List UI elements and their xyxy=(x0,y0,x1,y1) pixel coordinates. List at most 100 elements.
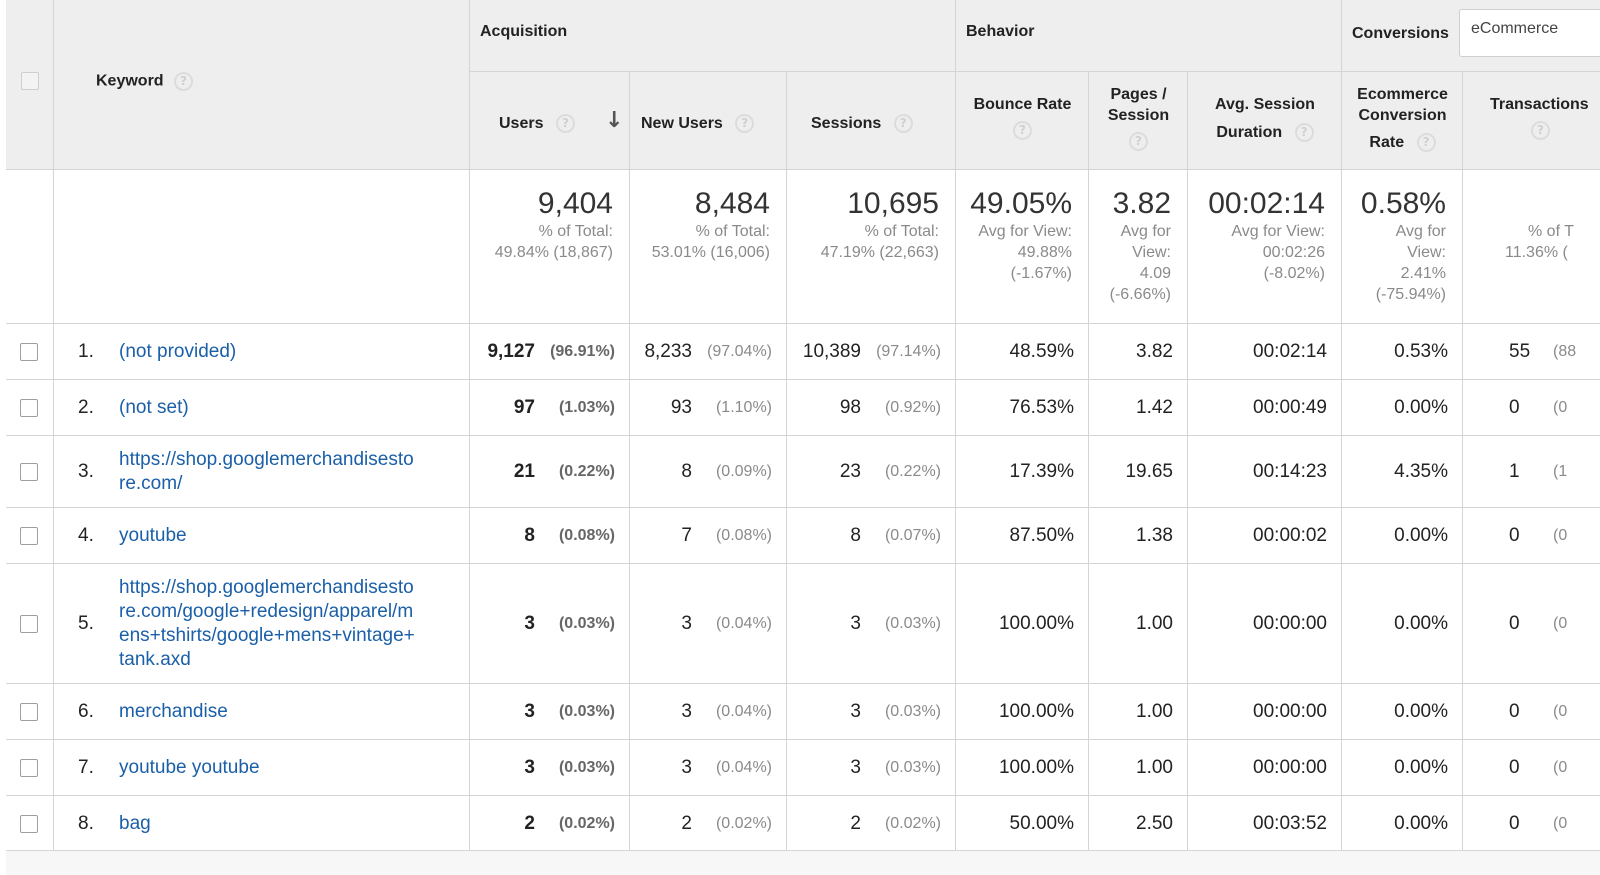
row-checkbox[interactable] xyxy=(20,615,38,633)
totals-ecr-line2: View: xyxy=(1407,244,1446,261)
new-users-help-icon[interactable]: ? xyxy=(735,114,755,134)
transactions-cell: 0 (0 xyxy=(1462,796,1600,852)
conversion-type-select[interactable]: eCommerce xyxy=(1459,9,1600,57)
totals-duration-line1: Avg for View: xyxy=(1231,223,1325,240)
avg-session-duration-cell-value: 00:14:23 xyxy=(1253,461,1327,482)
new-users-cell-value: 2 xyxy=(681,813,692,834)
avg-session-duration-column-header[interactable]: Avg. Session Duration ? xyxy=(1187,72,1341,170)
transactions-value: 55 xyxy=(1509,341,1531,362)
row-checkbox[interactable] xyxy=(20,527,38,545)
keyword-link[interactable]: bag xyxy=(119,812,151,836)
keyword-link[interactable]: (not provided) xyxy=(119,340,236,364)
new-users-header-label: New Users xyxy=(641,115,723,132)
row-checkbox[interactable] xyxy=(20,343,38,361)
sessions-help-icon[interactable]: ? xyxy=(893,114,913,134)
users-cell-value: 3 xyxy=(524,613,535,634)
totals-duration-line2: 00:02:26 xyxy=(1262,244,1325,261)
bounce-rate-column-header[interactable]: Bounce Rate ? xyxy=(955,72,1088,170)
keyword-link[interactable]: (not set) xyxy=(119,396,189,420)
behavior-group-label: Behavior xyxy=(966,23,1035,40)
avg-session-duration-cell: 00:00:02 xyxy=(1187,508,1341,564)
row-checkbox[interactable] xyxy=(20,815,38,833)
keyword-link[interactable]: merchandise xyxy=(119,700,228,724)
totals-ecr-line4: (-75.94%) xyxy=(1375,286,1446,303)
totals-new-users-value: 8,484 xyxy=(694,187,770,220)
sessions-cell-percent: (0.03%) xyxy=(884,759,941,776)
keyword-help-icon[interactable]: ? xyxy=(174,72,194,91)
bounce-rate-help-icon[interactable]: ? xyxy=(1013,121,1032,140)
sessions-cell-value: 3 xyxy=(850,701,861,722)
bounce-rate-cell: 17.39% xyxy=(955,436,1088,508)
avg-session-duration-cell: 00:03:52 xyxy=(1187,796,1341,852)
pages-help-icon[interactable]: ? xyxy=(1129,132,1148,151)
keyword-link[interactable]: https://shop.googlemerchandisesto re.com/ xyxy=(119,448,414,496)
pages-per-session-cell: 1.42 xyxy=(1088,380,1187,436)
transactions-column-header[interactable]: Transactions ? xyxy=(1462,72,1600,170)
keyword-link[interactable]: https://shop.googlemerchandisesto re.com/… xyxy=(119,576,415,672)
totals-sessions-line1: % of Total: xyxy=(864,223,939,240)
row-checkbox[interactable] xyxy=(20,759,38,777)
row-index: 6. xyxy=(78,701,94,722)
bounce-rate-cell: 76.53% xyxy=(955,380,1088,436)
keyword-link[interactable]: youtube xyxy=(119,524,187,548)
totals-users-line1: % of Total: xyxy=(538,223,613,240)
row-checkbox[interactable] xyxy=(20,463,38,481)
users-column-header[interactable]: Users ? ↓ xyxy=(469,72,629,170)
pages-per-session-cell-value: 19.65 xyxy=(1125,461,1173,482)
pages-per-session-column-header[interactable]: Pages / Session ? xyxy=(1088,72,1187,170)
duration-header-label-line2: Duration xyxy=(1216,124,1283,141)
ecommerce-conversion-rate-cell-value: 0.00% xyxy=(1394,525,1448,546)
totals-pages-line3: 4.09 xyxy=(1139,265,1171,282)
duration-help-icon[interactable]: ? xyxy=(1294,123,1314,143)
keyword-header[interactable]: Keyword ? xyxy=(53,0,469,170)
totals-duration-line3: (-8.02%) xyxy=(1263,265,1325,282)
sessions-cell-percent: (0.92%) xyxy=(884,399,941,416)
totals-sessions-value: 10,695 xyxy=(847,187,939,220)
row-checkbox[interactable] xyxy=(20,703,38,721)
new-users-cell: 3 (0.04%) xyxy=(629,740,786,796)
ecommerce-conversion-rate-column-header[interactable]: Ecommerce Conversion Rate ? xyxy=(1341,72,1462,170)
sessions-cell-value: 3 xyxy=(850,757,861,778)
sort-descending-icon[interactable]: ↓ xyxy=(605,108,624,133)
ecommerce-conversion-rate-cell: 0.00% xyxy=(1341,508,1462,564)
users-cell: 97 (1.03%) xyxy=(469,380,629,436)
users-cell: 8 (0.08%) xyxy=(469,508,629,564)
ecommerce-conversion-rate-cell-value: 0.00% xyxy=(1394,757,1448,778)
row-checkbox-cell xyxy=(6,564,53,684)
ecommerce-conversion-rate-cell: 0.00% xyxy=(1341,380,1462,436)
totals-sessions-line2: 47.19% (22,663) xyxy=(820,244,939,261)
keyword-link-line: ens+tshirts/google+mens+vintage+ xyxy=(119,625,415,646)
avg-session-duration-cell: 00:00:00 xyxy=(1187,684,1341,740)
select-all-checkbox[interactable] xyxy=(21,72,39,90)
users-cell-value: 97 xyxy=(513,397,535,418)
table-row: 6. merchandise 3 (0.03%) 3 (0.04%) 3 (0.03%) 100… xyxy=(0,684,1600,740)
totals-users-line2: 49.84% (18,867) xyxy=(494,244,613,261)
new-users-column-header[interactable]: New Users ? xyxy=(629,72,786,170)
ecr-help-icon[interactable]: ? xyxy=(1416,133,1436,153)
transactions-header-label: Transactions xyxy=(1490,96,1589,113)
bounce-rate-cell: 100.00% xyxy=(955,740,1088,796)
totals-sessions: 10,695 % of Total: 47.19% (22,663) xyxy=(786,170,955,324)
avg-session-duration-cell: 00:00:00 xyxy=(1187,740,1341,796)
totals-transactions-line1: % of T xyxy=(1528,223,1574,240)
transactions-value: 0 xyxy=(1509,397,1520,418)
totals-bounce-rate-line3: (-1.67%) xyxy=(1010,265,1072,282)
users-help-icon[interactable]: ? xyxy=(555,114,575,134)
totals-transactions: % of T 11.36% ( xyxy=(1462,170,1600,324)
row-checkbox[interactable] xyxy=(20,399,38,417)
transactions-cell: 1 (1 xyxy=(1462,436,1600,508)
new-users-cell-value: 3 xyxy=(681,701,692,722)
new-users-cell-percent: (97.04%) xyxy=(707,343,772,360)
sessions-column-header[interactable]: Sessions ? xyxy=(786,72,955,170)
transactions-help-icon[interactable]: ? xyxy=(1531,121,1550,140)
new-users-cell-percent: (0.04%) xyxy=(715,703,772,720)
bounce-rate-header-label: Bounce Rate xyxy=(973,96,1072,113)
keyword-link[interactable]: youtube youtube xyxy=(119,756,260,780)
users-cell: 9,127 (96.91%) xyxy=(469,324,629,380)
keyword-link-line: https://shop.googlemerchandisesto xyxy=(119,577,414,598)
table-row: 1. (not provided) 9,127 (96.91%) 8,233 (97.04… xyxy=(0,324,1600,380)
new-users-cell-value: 8 xyxy=(681,461,692,482)
new-users-cell: 8 (0.09%) xyxy=(629,436,786,508)
sessions-cell-value: 98 xyxy=(839,397,861,418)
avg-session-duration-cell: 00:02:14 xyxy=(1187,324,1341,380)
